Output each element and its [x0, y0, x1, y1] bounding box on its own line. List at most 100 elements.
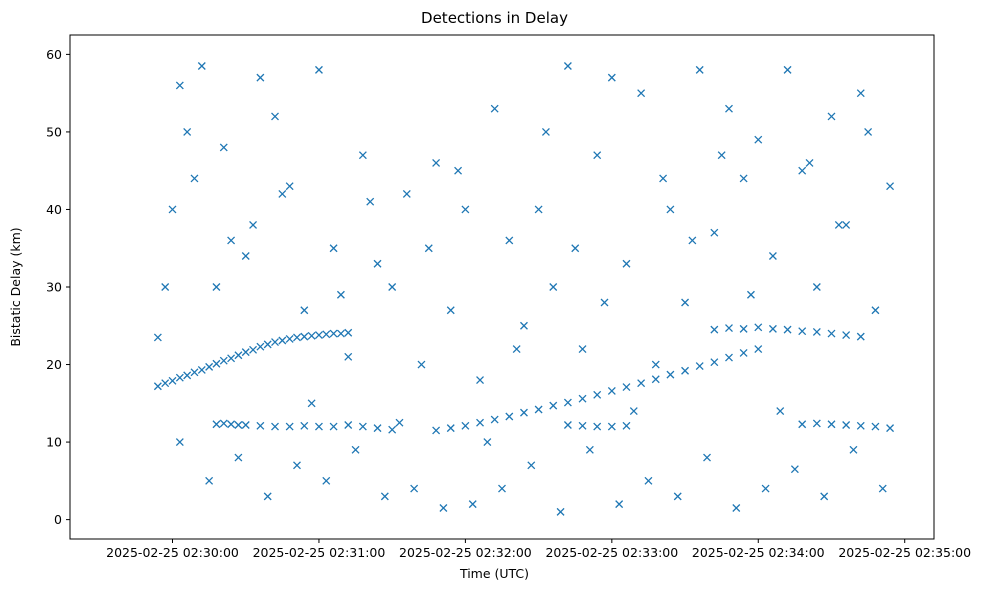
data-point [798, 327, 807, 336]
data-point [271, 422, 279, 431]
data-point [812, 419, 821, 428]
data-point [322, 330, 331, 339]
y-tick-label: 0 [54, 512, 62, 527]
x-axis: 2025-02-25 02:30:00 2025-02-25 02:31:00 20… [106, 539, 971, 560]
chart-title: Detections in Delay [421, 9, 568, 27]
data-point [278, 336, 287, 345]
data-point [388, 283, 397, 291]
data-point [241, 421, 250, 429]
data-point [380, 492, 389, 501]
data-point [344, 352, 353, 361]
y-axis-label: Bistatic Delay (km) [8, 227, 23, 346]
data-point [388, 425, 397, 434]
data-point [856, 421, 865, 430]
data-point [666, 370, 675, 379]
data-point [754, 323, 763, 332]
data-point [314, 331, 323, 340]
markers-layer [153, 62, 895, 516]
data-point [432, 158, 441, 167]
data-point [688, 236, 697, 245]
data-point [739, 348, 748, 357]
data-point [307, 331, 316, 340]
data-point [556, 507, 565, 516]
data-point [563, 398, 572, 407]
data-point [827, 329, 836, 338]
data-point [886, 182, 895, 191]
data-point [666, 205, 675, 214]
data-point [549, 283, 558, 291]
data-point [732, 504, 741, 512]
data-point [695, 65, 704, 74]
data-point [673, 492, 682, 501]
data-point [563, 62, 572, 70]
data-point [263, 340, 272, 349]
data-point [864, 127, 873, 136]
data-point [541, 127, 550, 136]
data-point [600, 298, 609, 307]
data-point [607, 386, 616, 395]
data-point [578, 345, 587, 353]
data-point [300, 306, 309, 315]
data-point [527, 461, 536, 470]
data-point [285, 182, 294, 191]
data-point [336, 329, 345, 338]
data-point [644, 476, 653, 485]
data-point [358, 422, 367, 431]
data-point [373, 259, 382, 268]
data-point [358, 151, 367, 160]
data-point [761, 484, 770, 493]
data-point [219, 356, 228, 365]
data-point [373, 424, 382, 433]
data-point [622, 383, 631, 391]
data-point [249, 221, 258, 229]
data-point [446, 306, 455, 315]
data-point [607, 73, 616, 82]
data-point [212, 359, 221, 368]
data-point [205, 476, 214, 485]
data-point [190, 368, 199, 377]
data-point [651, 360, 660, 369]
data-point [468, 500, 477, 509]
data-point [746, 290, 755, 299]
data-point [285, 334, 294, 343]
data-point [219, 143, 228, 152]
data-point [798, 166, 807, 175]
data-point [681, 298, 690, 307]
data-point [234, 421, 243, 429]
data-point [739, 324, 748, 333]
data-point [153, 382, 162, 391]
x-tick-label: 2025-02-25 02:30:00 [106, 545, 239, 560]
data-point [205, 362, 214, 371]
data-point [827, 420, 836, 429]
data-point [241, 348, 250, 357]
data-point [571, 244, 580, 253]
y-tick-label: 20 [46, 357, 62, 372]
data-point [768, 252, 777, 260]
data-point [190, 174, 199, 183]
data-point [505, 412, 514, 421]
data-point [593, 422, 602, 431]
data-point [520, 321, 528, 330]
data-point [300, 332, 309, 341]
data-point [805, 158, 814, 167]
data-point [490, 104, 499, 113]
data-point [710, 358, 719, 367]
data-point [234, 351, 243, 360]
data-point [168, 376, 177, 385]
data-point [234, 453, 243, 462]
data-point [183, 127, 192, 136]
data-point [490, 415, 499, 424]
data-point [344, 328, 353, 337]
data-point [212, 283, 221, 291]
data-point [314, 422, 323, 431]
data-point [534, 205, 543, 214]
x-tick-label: 2025-02-25 02:31:00 [253, 545, 386, 560]
data-point [695, 362, 704, 371]
data-point [241, 252, 250, 260]
data-point [754, 345, 763, 353]
data-point [725, 324, 733, 333]
data-point [446, 424, 455, 433]
data-point [725, 353, 733, 362]
